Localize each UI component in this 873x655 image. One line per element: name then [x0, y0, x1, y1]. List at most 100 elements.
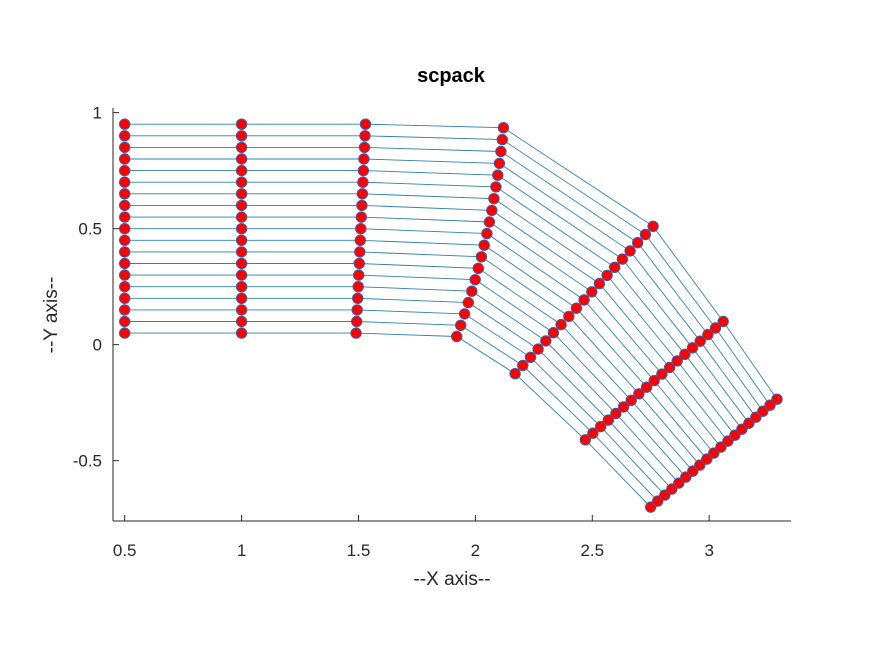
data-point	[356, 188, 369, 200]
data-point	[493, 157, 506, 170]
data-point	[235, 153, 248, 165]
data-point	[617, 401, 630, 413]
data-point	[235, 246, 248, 258]
mesh-line	[124, 297, 673, 490]
data-point	[702, 328, 714, 341]
data-point	[119, 211, 131, 223]
mesh-lines	[124, 123, 778, 508]
data-point	[119, 164, 131, 177]
data-point	[563, 310, 575, 323]
data-point	[119, 327, 131, 339]
data-point	[119, 118, 131, 130]
data-point	[517, 359, 529, 372]
x-ticks: 0.5 1 1.5 2 2.5 3	[113, 515, 714, 560]
x-tick-label: 1	[237, 541, 246, 560]
x-tick-label: 3	[704, 541, 713, 560]
data-point	[353, 269, 365, 281]
data-point	[466, 285, 478, 297]
data-point	[351, 315, 363, 328]
data-point	[540, 335, 552, 347]
mesh-line	[124, 263, 694, 472]
mesh-line	[124, 332, 652, 508]
data-point	[235, 269, 248, 281]
axes	[112, 108, 791, 522]
data-point	[119, 281, 131, 293]
data-point	[616, 253, 629, 265]
data-point	[458, 308, 471, 320]
data-point	[356, 199, 368, 212]
data-point	[483, 216, 496, 228]
mesh-points	[119, 118, 783, 513]
data-point	[119, 315, 131, 328]
data-point	[570, 302, 583, 314]
data-point	[119, 199, 131, 212]
data-point	[119, 234, 131, 247]
y-ticks: -0.5 0 0.5 1	[73, 104, 119, 471]
y-axis-label: --Y axis--	[41, 277, 62, 354]
mesh-line	[124, 321, 659, 502]
data-point	[509, 368, 521, 380]
data-point	[624, 245, 636, 257]
data-point	[119, 257, 131, 270]
data-point	[586, 286, 598, 298]
data-point	[235, 234, 248, 247]
data-point	[351, 304, 363, 316]
data-point	[771, 393, 783, 405]
data-point	[451, 330, 463, 343]
data-point	[455, 319, 467, 331]
data-point	[694, 335, 706, 347]
data-point	[352, 292, 364, 304]
data-point	[235, 281, 248, 293]
data-point	[497, 122, 510, 134]
data-point	[686, 342, 699, 354]
data-point	[709, 322, 722, 334]
data-point	[235, 327, 248, 339]
data-point	[717, 315, 729, 328]
data-point	[496, 133, 508, 146]
data-point	[119, 153, 131, 165]
data-point	[478, 239, 490, 251]
data-point	[547, 327, 560, 339]
data-point	[235, 304, 248, 316]
data-point	[235, 141, 248, 154]
data-point	[679, 348, 691, 360]
data-point	[475, 251, 488, 263]
data-point	[355, 223, 367, 235]
data-point	[119, 188, 131, 200]
data-point	[601, 269, 613, 282]
data-point	[235, 223, 248, 235]
data-point	[594, 420, 607, 433]
data-point	[235, 176, 248, 188]
data-point	[648, 374, 660, 387]
data-point	[472, 262, 484, 274]
x-axis-label: --X axis--	[413, 569, 490, 590]
data-point	[357, 164, 370, 177]
data-point	[352, 281, 364, 293]
data-point	[119, 304, 131, 316]
data-point	[632, 237, 644, 249]
y-tick-label: 0.5	[78, 220, 102, 239]
data-point	[359, 130, 371, 142]
data-point	[625, 394, 637, 406]
data-point	[555, 318, 567, 331]
data-point	[639, 228, 652, 241]
x-tick-label: 1.5	[347, 541, 371, 560]
data-point	[354, 234, 366, 247]
data-point	[358, 153, 370, 165]
data-point	[609, 261, 621, 273]
data-point	[235, 188, 248, 200]
data-point	[469, 274, 481, 286]
data-point	[486, 204, 498, 217]
data-point	[524, 351, 537, 363]
data-point	[602, 414, 614, 426]
mesh-line	[124, 309, 666, 496]
data-point	[488, 193, 500, 205]
data-point	[357, 176, 369, 188]
data-point	[235, 118, 248, 130]
mesh-line	[124, 274, 687, 478]
x-tick-label: 2	[471, 541, 480, 560]
data-point	[359, 118, 372, 130]
data-point	[663, 361, 676, 374]
mesh-line	[124, 286, 680, 484]
